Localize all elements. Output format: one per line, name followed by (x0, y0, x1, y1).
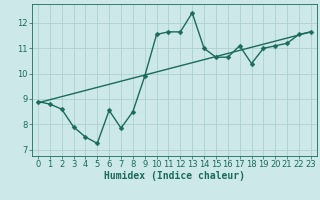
X-axis label: Humidex (Indice chaleur): Humidex (Indice chaleur) (104, 171, 245, 181)
